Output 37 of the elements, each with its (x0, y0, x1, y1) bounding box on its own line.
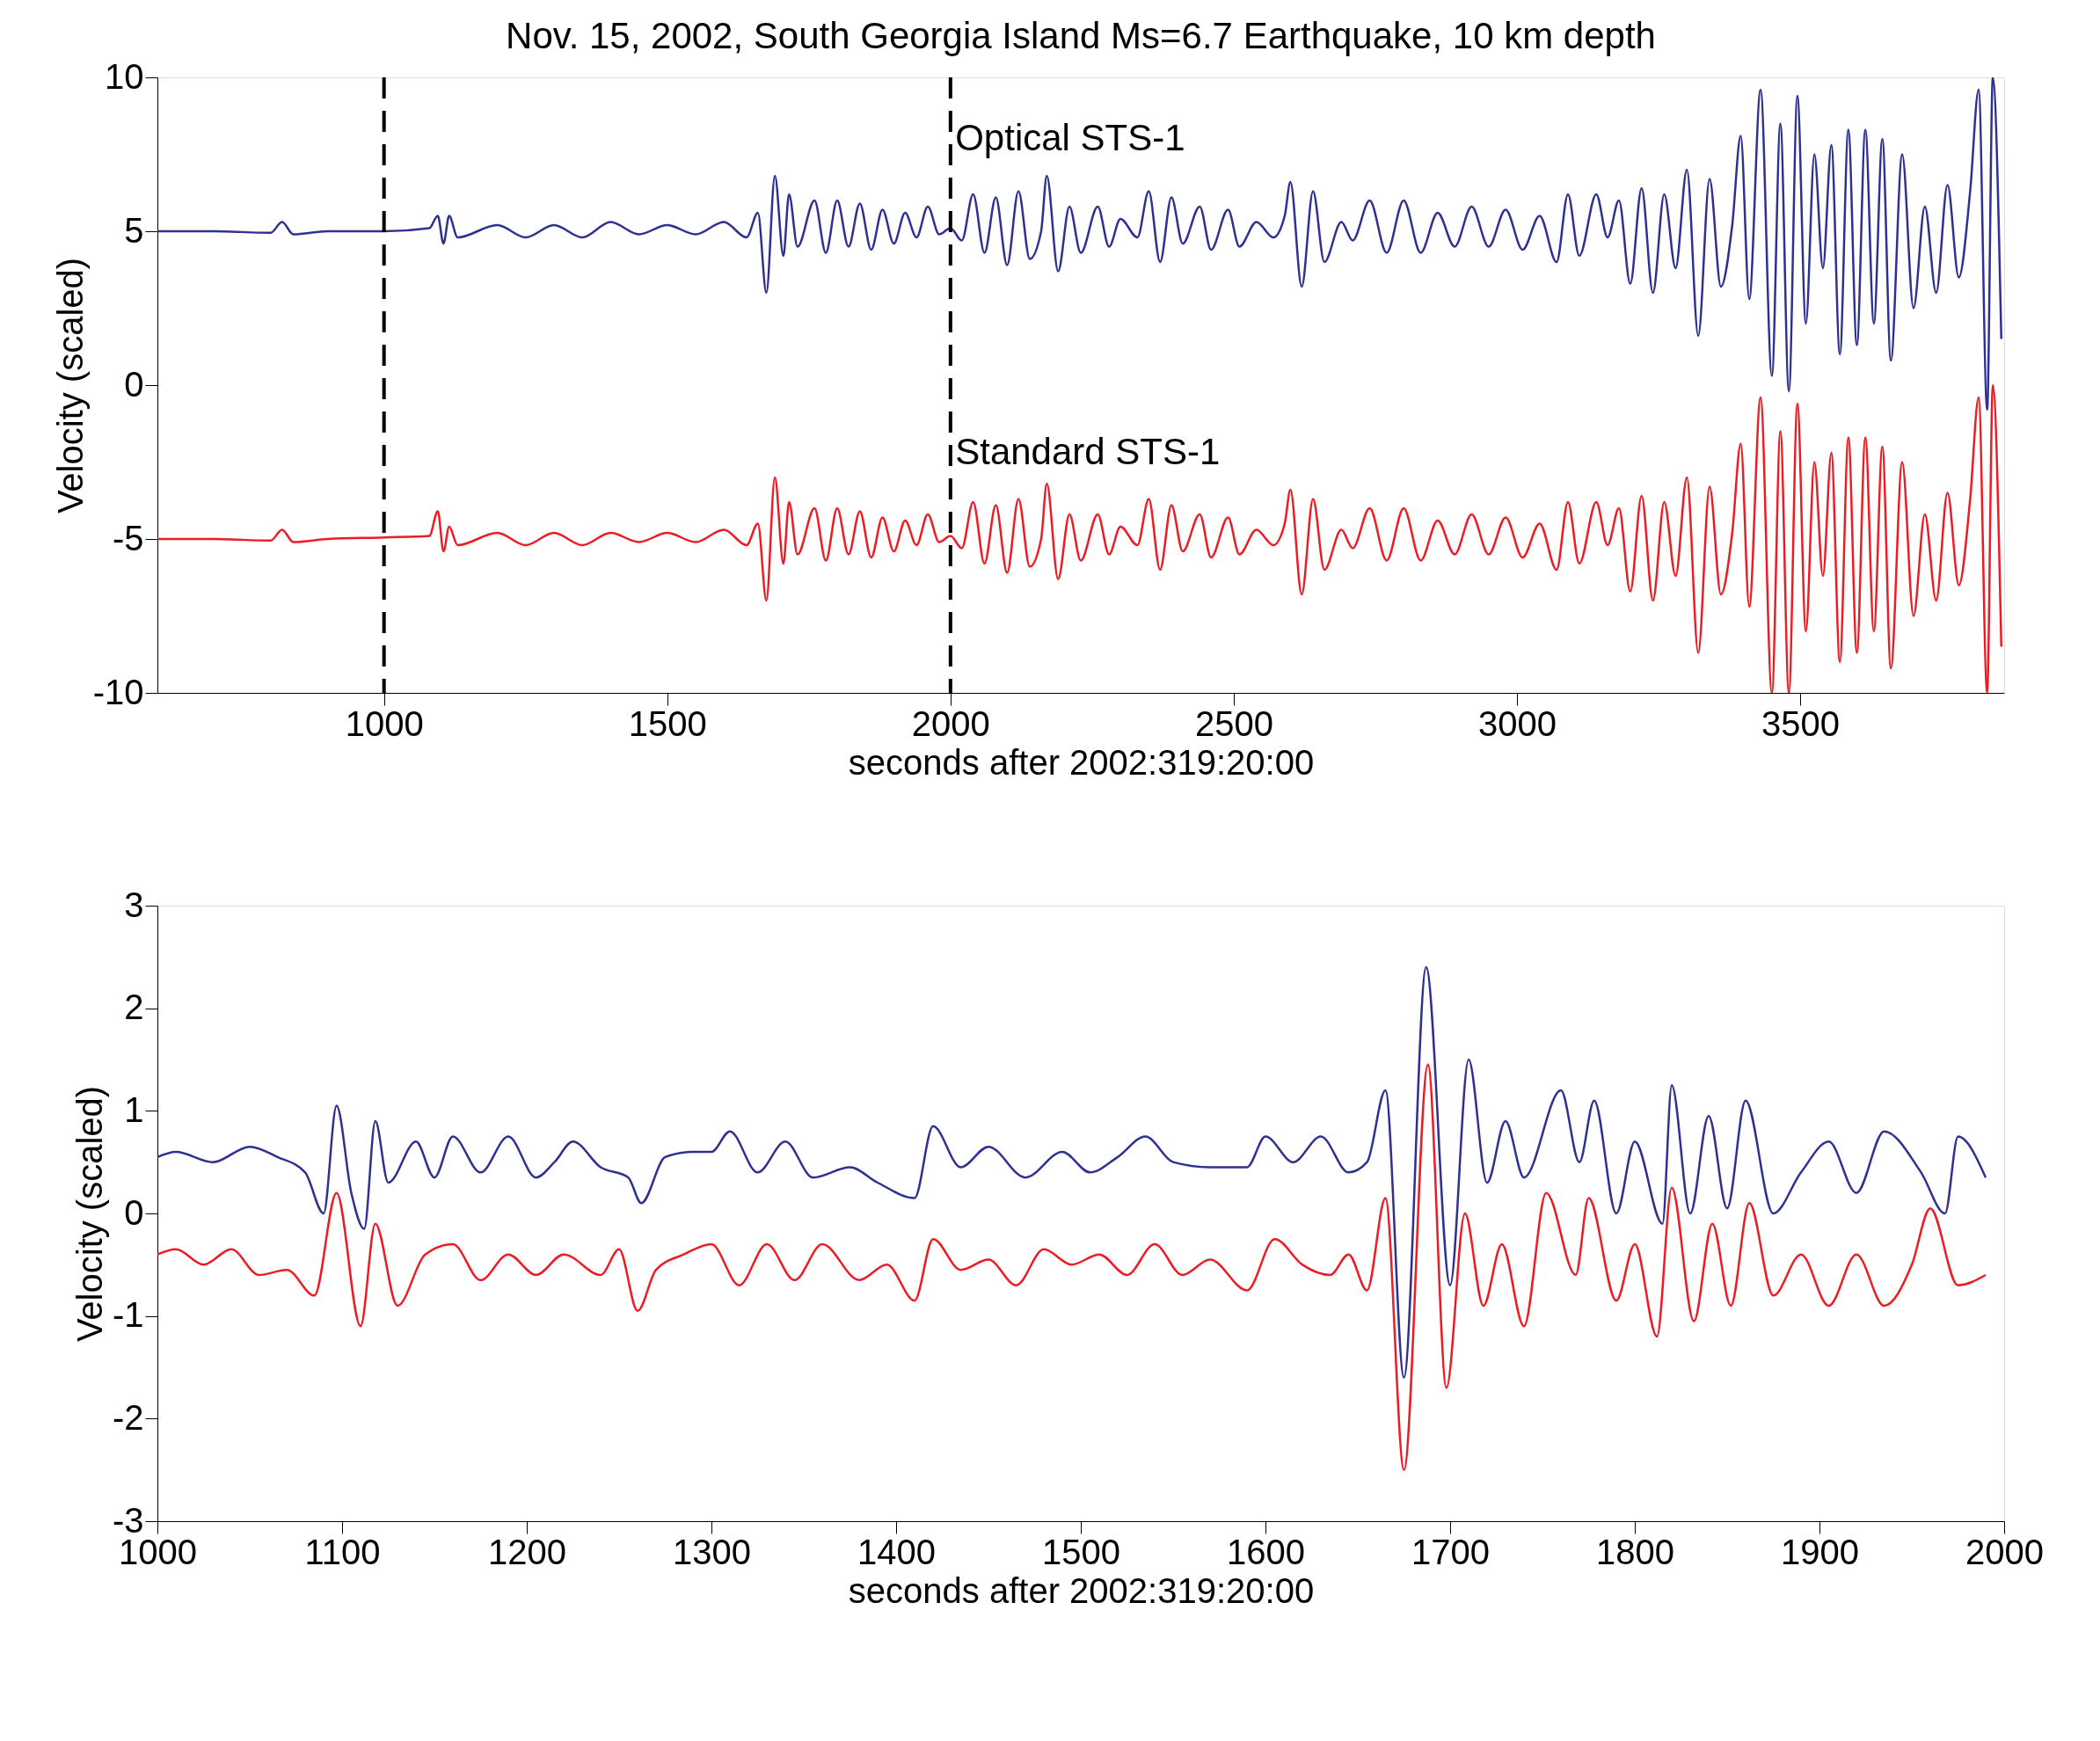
chart-title: Nov. 15, 2002, South Georgia Island Ms=6.7 Earthquake, 10 km depth (506, 15, 1656, 56)
series-label: Optical STS-1 (955, 117, 1185, 158)
x-tick-label: 1600 (1227, 1532, 1305, 1571)
x-tick-label: 1000 (345, 703, 424, 743)
x-tick-label: 1900 (1781, 1532, 1859, 1571)
x-tick-label: 1100 (304, 1532, 381, 1571)
y-tick-label: -5 (112, 518, 144, 557)
x-tick-label: 2000 (1965, 1532, 2044, 1571)
y-tick-label: 5 (124, 210, 144, 250)
x-tick-label: 1500 (1042, 1532, 1120, 1571)
y-tick-label: -10 (92, 672, 144, 711)
y-tick-label: -2 (112, 1397, 144, 1437)
y-tick-label: -1 (112, 1295, 144, 1335)
y-axis-title: Velocity (scaled) (69, 1085, 109, 1343)
y-tick-label: 0 (124, 1192, 144, 1232)
y-tick-label: 3 (124, 885, 144, 924)
x-tick-label: 1400 (857, 1532, 936, 1571)
x-tick-label: 3500 (1761, 703, 1841, 743)
x-tick-label: 1200 (488, 1532, 566, 1571)
x-tick-label: 2000 (911, 703, 990, 743)
x-tick-label: 1300 (673, 1532, 751, 1571)
y-axis-title: Velocity (scaled) (50, 257, 90, 514)
x-tick-label: 2500 (1194, 703, 1273, 743)
line-series (157, 965, 1987, 1379)
x-tick-label: 3000 (1478, 703, 1557, 743)
x-tick-label: 1800 (1596, 1532, 1674, 1571)
line-series (157, 77, 2003, 412)
x-axis-title: seconds after 2002:319:20:00 (848, 1570, 1315, 1610)
y-tick-label: 10 (105, 56, 144, 96)
x-axis-title: seconds after 2002:319:20:00 (848, 742, 1315, 782)
series-label: Standard STS-1 (955, 431, 1221, 472)
y-tick-label: 1 (124, 1089, 144, 1129)
y-tick-label: 2 (124, 987, 144, 1027)
x-tick-label: 1700 (1411, 1532, 1490, 1571)
y-tick-label: 0 (124, 364, 144, 404)
line-series (157, 1063, 1987, 1471)
x-tick-label: 1500 (628, 703, 707, 743)
